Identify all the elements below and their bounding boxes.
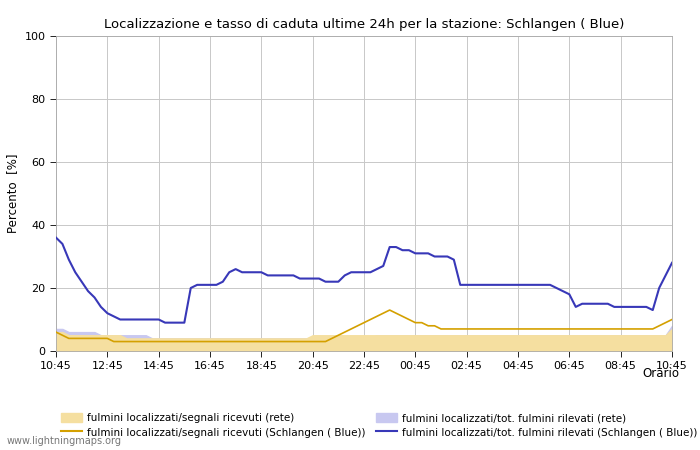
Text: Orario: Orario (642, 367, 679, 380)
Text: www.lightningmaps.org: www.lightningmaps.org (7, 436, 122, 446)
Title: Localizzazione e tasso di caduta ultime 24h per la stazione: Schlangen ( Blue): Localizzazione e tasso di caduta ultime … (104, 18, 624, 31)
Y-axis label: Percento  [%]: Percento [%] (6, 154, 19, 233)
Legend: fulmini localizzati/segnali ricevuti (rete), fulmini localizzati/segnali ricevut: fulmini localizzati/segnali ricevuti (re… (61, 413, 698, 437)
